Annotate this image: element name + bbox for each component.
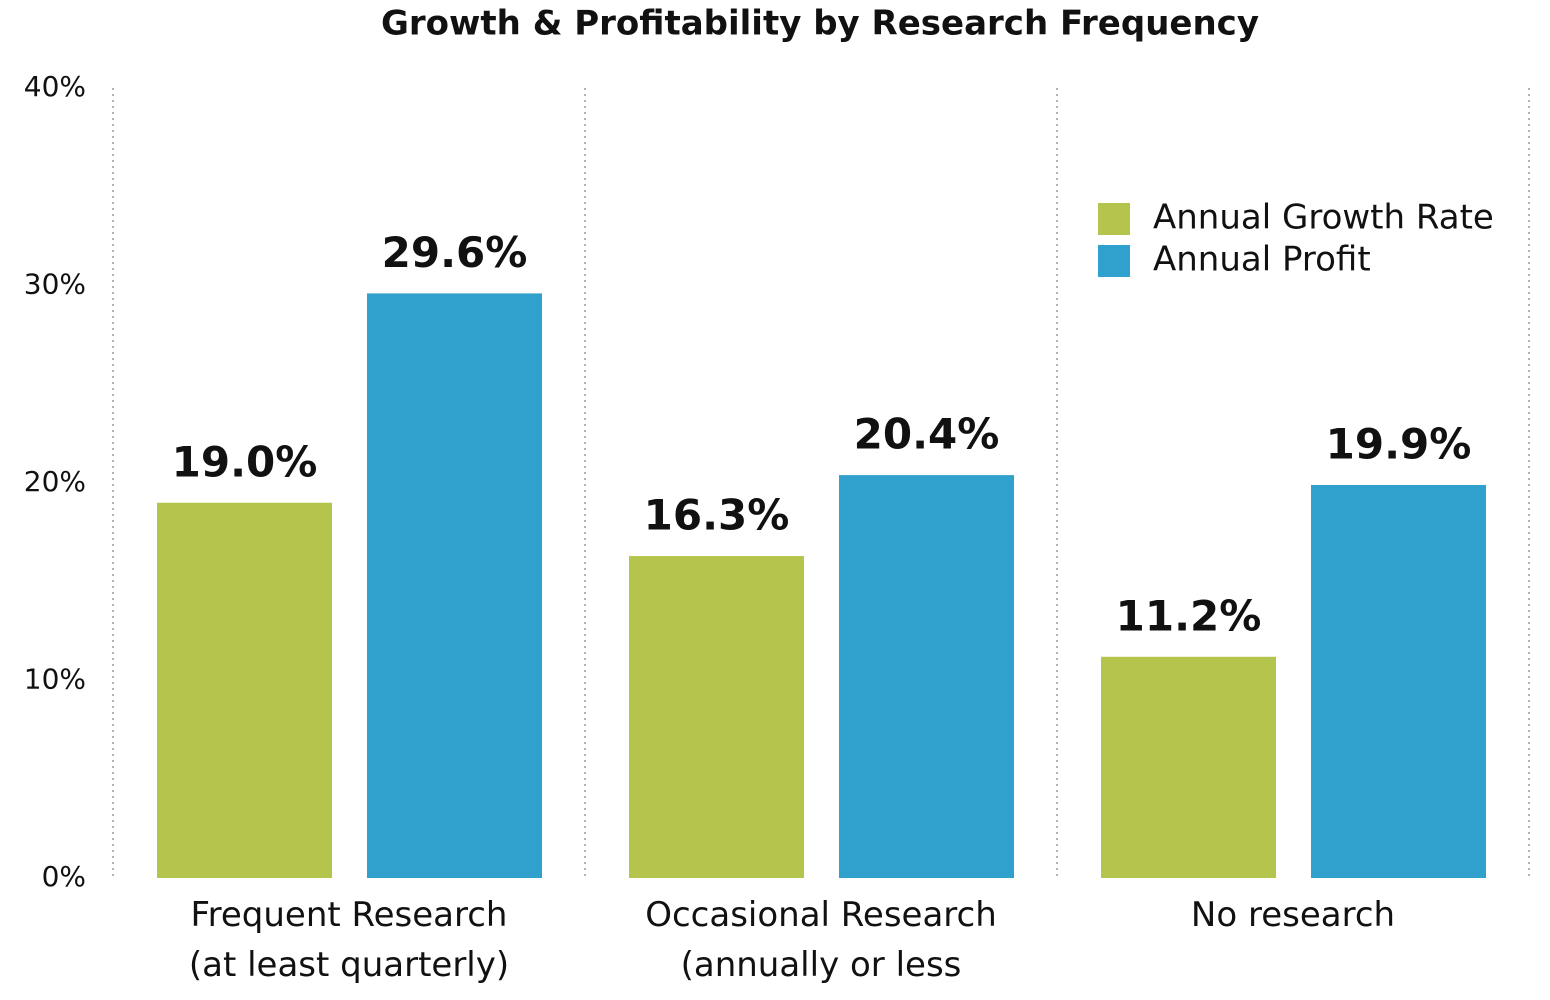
x-tick-label: Frequent Research (at least quarterly) [188,895,510,985]
value-label: 19.0% [172,437,318,486]
x-tick-label: No research [1190,895,1396,935]
bar [839,475,1014,878]
x-tick-label: Occasional Research (annually or less fr… [645,895,997,1000]
value-label: 29.6% [382,228,528,277]
y-tick-label: 20% [24,465,86,498]
value-label: 16.3% [644,491,790,540]
bar [1311,484,1486,878]
y-tick-label: 30% [24,268,86,301]
bar [367,293,542,878]
legend-label: Annual Profit [1153,240,1371,280]
bar [629,556,804,878]
y-tick-label: 10% [24,663,86,696]
bar [157,502,332,878]
bar [1101,656,1276,878]
y-tick-label: 0% [42,860,86,893]
legend-swatch [1098,203,1130,235]
value-label: 11.2% [1116,591,1262,640]
chart-title: Growth & Profitability by Research Frequ… [381,4,1259,44]
value-label: 20.4% [854,410,1000,459]
value-label: 19.9% [1326,419,1472,468]
y-tick-label: 40% [24,70,86,103]
legend-label: Annual Growth Rate [1153,198,1494,238]
legend-swatch [1098,245,1130,277]
